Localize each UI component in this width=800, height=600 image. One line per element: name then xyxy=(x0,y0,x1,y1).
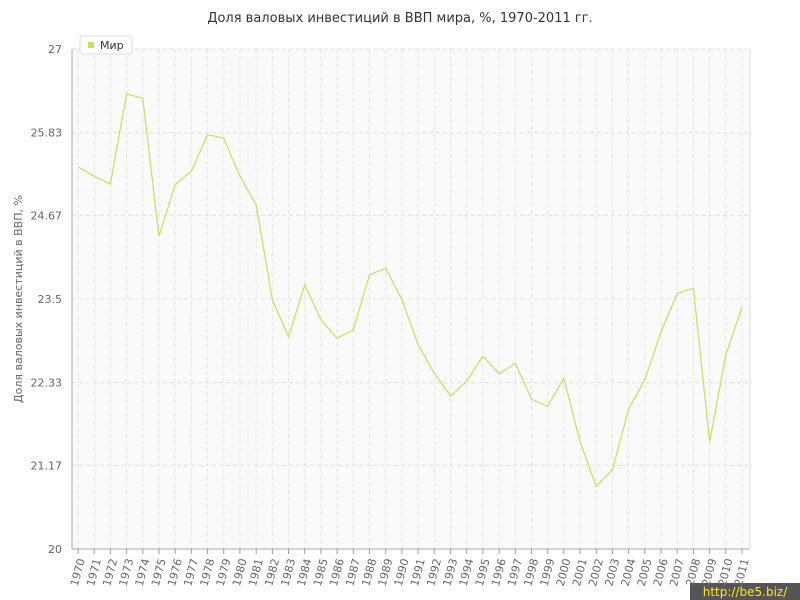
chart-title: Доля валовых инвестиций в ВВП мира, %, 1… xyxy=(207,11,592,26)
y-tick-label: 20 xyxy=(48,543,62,556)
y-tick-label: 24.67 xyxy=(31,209,63,222)
y-tick-label: 27 xyxy=(48,43,62,56)
y-tick-label: 25.83 xyxy=(31,127,63,140)
legend-label: Мир xyxy=(100,39,124,52)
y-tick-label: 21.17 xyxy=(31,459,63,472)
y-tick-label: 23.5 xyxy=(38,293,63,306)
y-axis-label: Доля валовых инвестиций в ВВП, % xyxy=(12,195,25,403)
legend-swatch xyxy=(88,42,94,48)
y-tick-label: 22.33 xyxy=(31,377,63,390)
series-line xyxy=(77,93,743,488)
watermark-bg xyxy=(690,583,800,600)
watermark: http://be5.biz/ xyxy=(703,585,788,599)
legend-box xyxy=(79,35,133,55)
